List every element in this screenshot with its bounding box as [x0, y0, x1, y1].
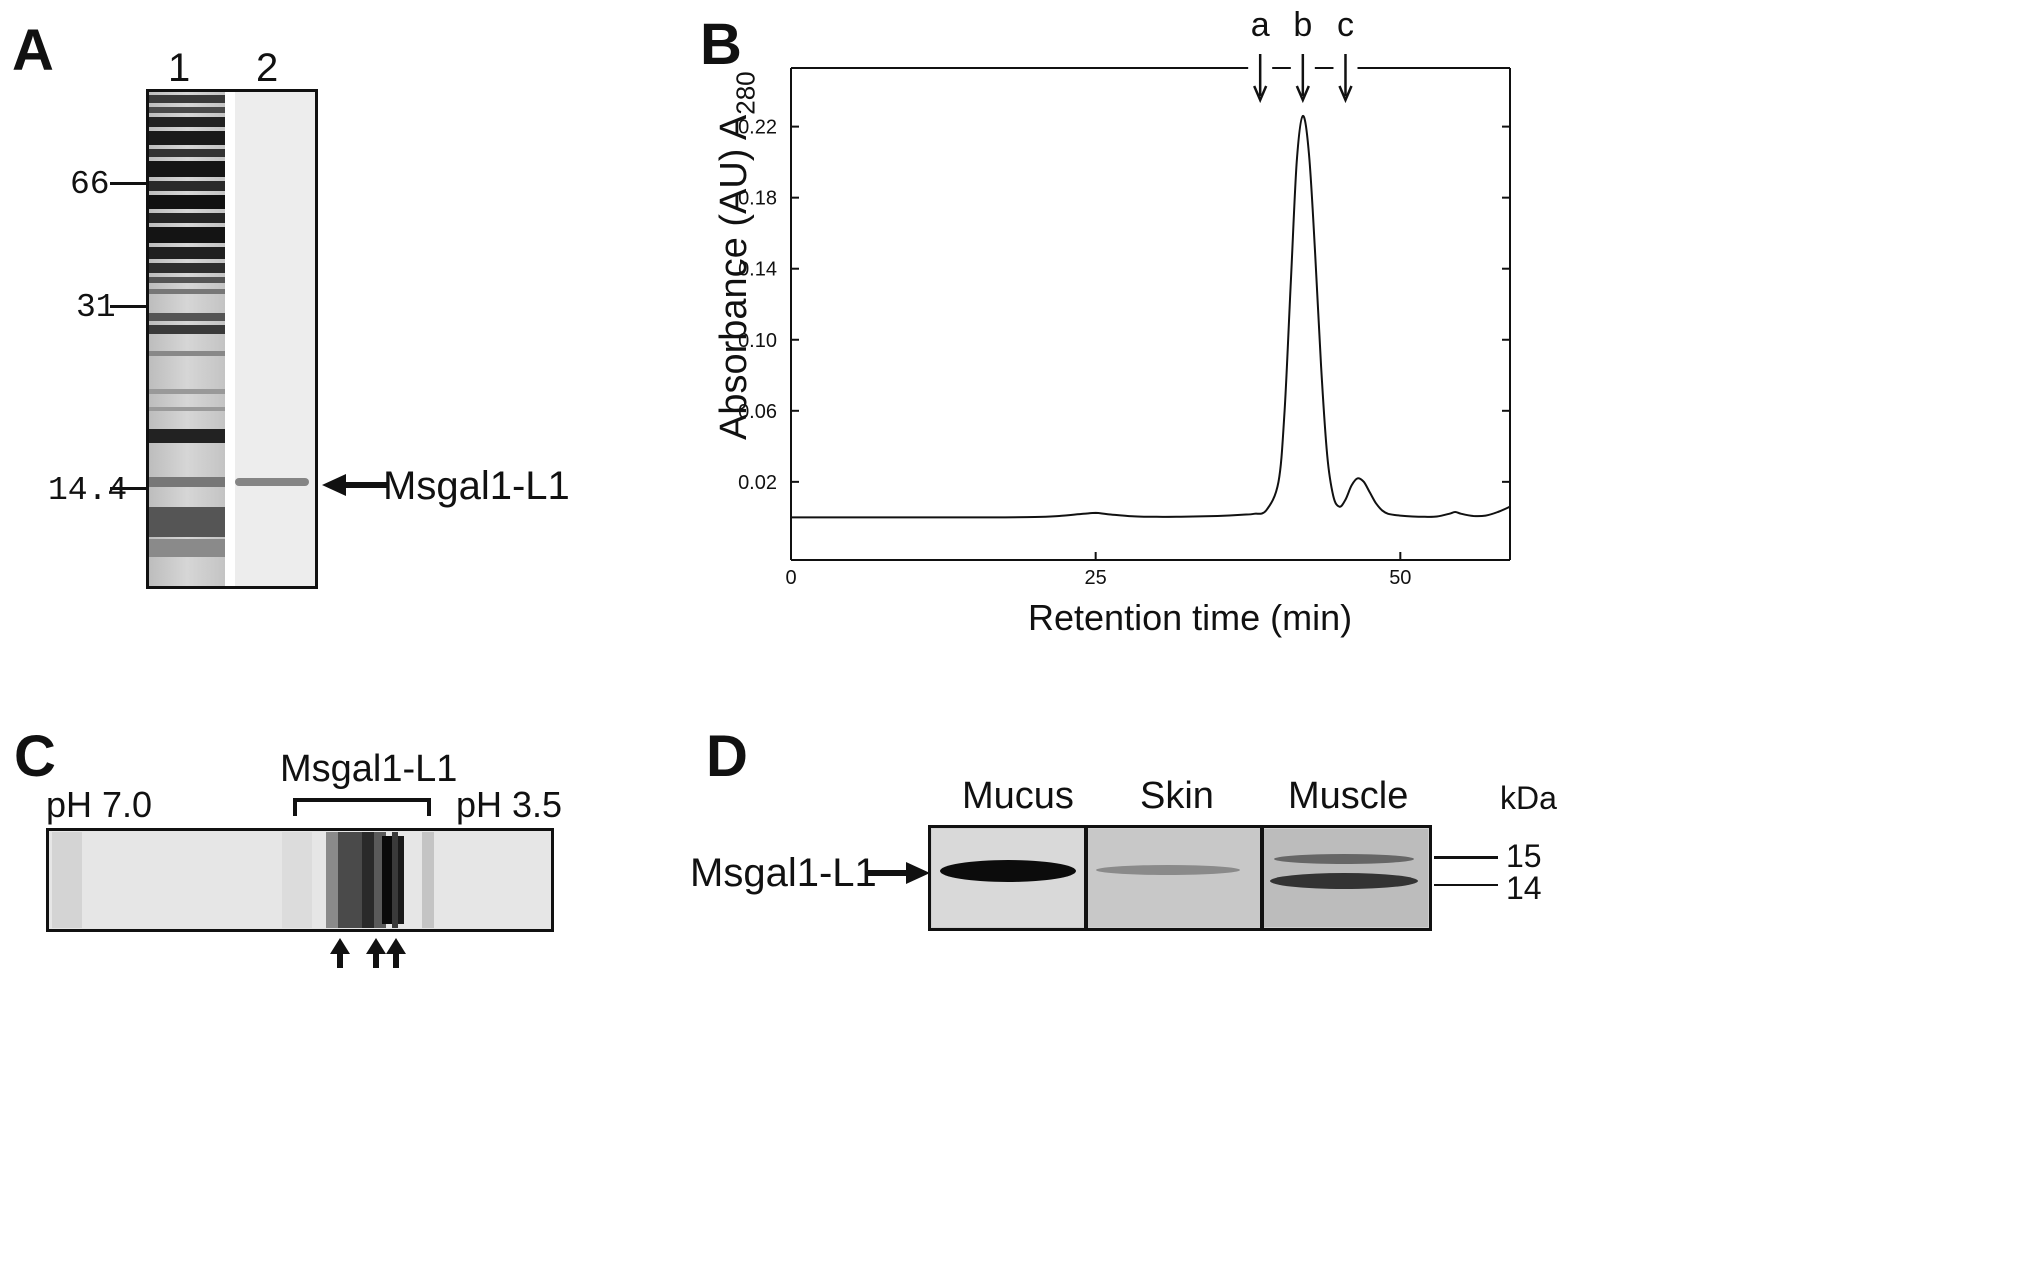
bracket	[293, 798, 431, 816]
y-axis-label-text: Absorbance (AU) A	[713, 114, 755, 440]
ph-right-label: pH 3.5	[456, 784, 563, 825]
marker-14-tick	[110, 487, 146, 490]
column-muscle-label: Muscle	[1288, 775, 1409, 817]
panel-d-letter: D	[706, 724, 748, 789]
kda-unit-label: kDa	[1500, 780, 1557, 816]
sds-page-gel	[146, 89, 318, 589]
marker-66-tick	[110, 182, 146, 185]
y-tick-label: 0.10	[738, 330, 777, 352]
chromatogram-chart: 0.02 0.06 0.10 0.14 0.18 0.22 0 25 50 a b c	[738, 6, 1511, 589]
spot-arrows	[330, 938, 406, 968]
protein-label-a: Msgal1-L1	[383, 464, 570, 508]
peak-marker-label: b	[1293, 6, 1312, 44]
x-tick-label: 25	[1085, 567, 1107, 589]
panel-a-letter: A	[12, 18, 54, 83]
column-skin-label: Skin	[1140, 775, 1214, 817]
x-tick-label: 0	[785, 567, 796, 589]
marker-15-label: 15	[1506, 838, 1542, 874]
protein-arrow-d	[868, 862, 930, 884]
marker-31-label: 31	[76, 289, 116, 326]
gel-lane-2	[235, 91, 315, 587]
peak-marker-label: c	[1337, 6, 1354, 44]
lane-2-label: 2	[256, 46, 279, 90]
marker-66-label: 66	[70, 166, 110, 203]
y-tick-label: 0.14	[738, 259, 777, 281]
marker-31-tick	[110, 305, 146, 308]
column-mucus-label: Mucus	[962, 775, 1074, 817]
marker-15-tick	[1434, 856, 1498, 859]
protein-label-d: Msgal1-L1	[690, 851, 877, 895]
x-axis-label: Retention time (min)	[1028, 597, 1353, 638]
bracket-label: Msgal1-L1	[280, 748, 458, 790]
lane-1-label: 1	[168, 46, 191, 90]
western-blot	[928, 825, 1432, 931]
panel-c-letter: C	[14, 724, 56, 789]
ph-left-label: pH 7.0	[46, 784, 153, 825]
peak-marker-arrow-head	[1253, 85, 1268, 104]
marker-14-label: 14.4	[48, 472, 128, 509]
peak-marker-label: a	[1251, 6, 1270, 44]
ief-gel-strip	[46, 828, 554, 932]
y-tick-label: 0.06	[738, 401, 777, 423]
marker-14-label-d: 14	[1506, 870, 1542, 906]
marker-14-tick-d	[1434, 884, 1498, 886]
y-axis-label: Absorbance (AU) A280	[713, 71, 761, 440]
peak-marker-arrow-head	[1295, 85, 1310, 104]
y-axis-label-subscript: 280	[730, 71, 761, 115]
y-tick-label: 0.18	[738, 188, 777, 210]
x-tick-label: 50	[1389, 567, 1411, 589]
up-arrow-icon	[366, 938, 386, 968]
peak-marker-arrow-head	[1338, 85, 1353, 104]
up-arrow-icon	[386, 938, 406, 968]
gel-lane-1	[149, 91, 225, 587]
y-tick-label: 0.22	[738, 117, 777, 139]
y-tick-label: 0.02	[738, 472, 777, 494]
protein-arrow-a	[322, 474, 388, 496]
up-arrow-icon	[330, 938, 350, 968]
panel-b-letter: B	[700, 12, 742, 77]
absorbance-series-line	[791, 114, 1511, 519]
